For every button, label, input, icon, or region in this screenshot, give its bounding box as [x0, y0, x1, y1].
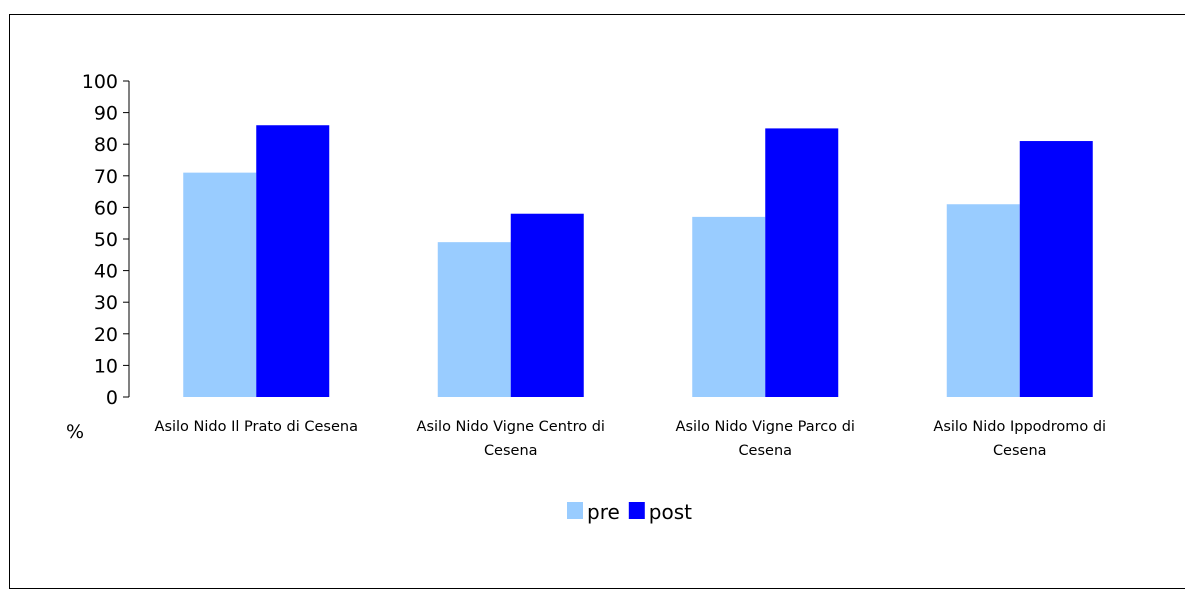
y-tick-label: 40 — [94, 261, 118, 283]
x-tick-label: Asilo Nido Ippodromo di — [933, 419, 1106, 435]
x-tick-label: Asilo Nido Il Prato di Cesena — [155, 419, 358, 435]
y-tick-label: 30 — [94, 292, 118, 314]
x-tick-label: Asilo Nido Vigne Parco di — [676, 419, 855, 435]
bar-post — [256, 125, 330, 398]
bar-pre — [946, 204, 1020, 397]
bar-post — [510, 213, 584, 397]
x-tick-label: Cesena — [993, 443, 1047, 459]
legend-swatch-pre — [567, 502, 583, 519]
y-tick-label: 10 — [94, 355, 118, 377]
legend-label-pre: pre — [587, 500, 620, 524]
bars — [183, 125, 1093, 398]
bar-pre — [437, 242, 511, 397]
y-tick-label: 20 — [94, 324, 118, 346]
legend: pre post — [567, 500, 692, 524]
labels: Asilo Nido Il Prato di Cesena Asilo Nido … — [155, 419, 1107, 459]
y-tick-label: 80 — [94, 134, 118, 156]
y-tick-label: 0 — [106, 387, 118, 409]
bar-pre — [692, 216, 766, 397]
legend-label-post: post — [649, 500, 692, 524]
bar-post — [1019, 141, 1093, 397]
y-tick-label: 70 — [94, 166, 118, 188]
y-axis-label: % — [66, 421, 84, 443]
bar-pre — [183, 172, 257, 397]
x-tick-label: Cesena — [484, 443, 538, 459]
bar-post — [765, 128, 839, 397]
x-tick-label: Asilo Nido Vigne Centro di — [417, 419, 605, 435]
x-tick-label: Cesena — [738, 443, 792, 459]
y-tick-label: 90 — [94, 103, 118, 125]
y-tick-label: 100 — [82, 71, 118, 93]
y-tick-label: 60 — [94, 197, 118, 219]
legend-swatch-post — [628, 502, 645, 519]
axes: 0 10 20 30 40 50 60 70 80 90 100% — [66, 71, 130, 443]
y-tick-label: 50 — [94, 229, 118, 251]
